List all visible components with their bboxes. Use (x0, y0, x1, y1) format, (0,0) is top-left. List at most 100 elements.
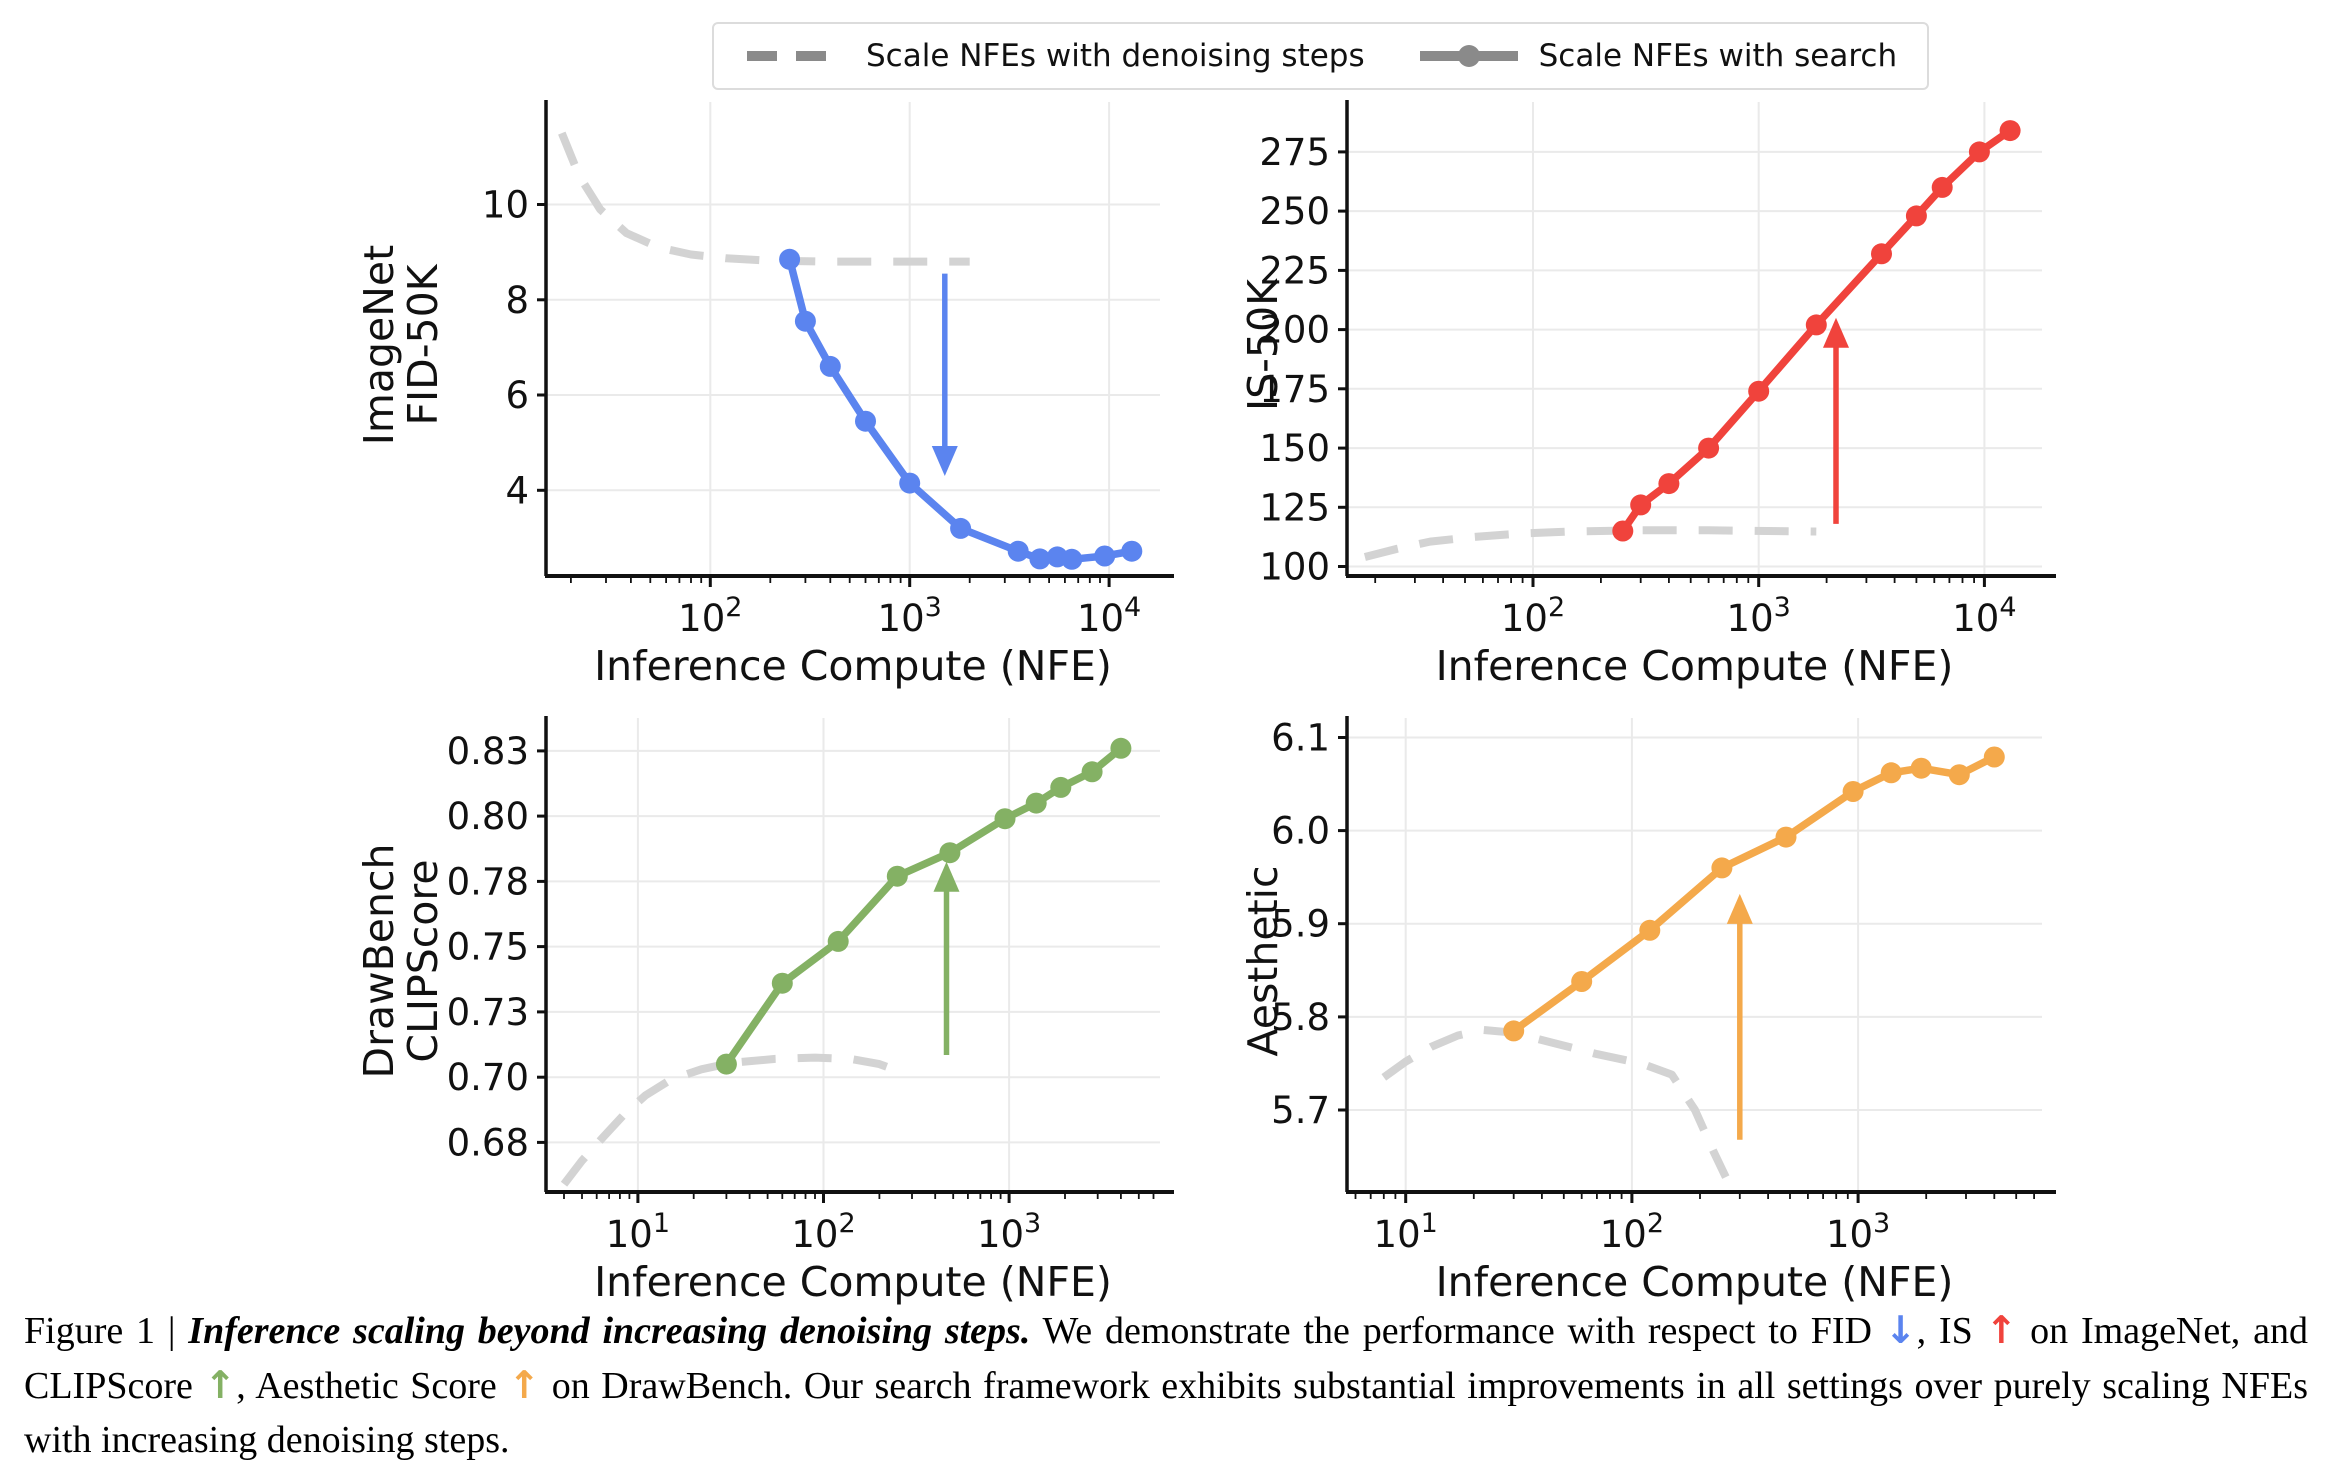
data-point-marker (715, 1053, 737, 1075)
caption-text: We demonstrate the performance with resp… (1030, 1310, 1885, 1352)
improvement-arrow-head (933, 861, 960, 892)
caption-title: Inference scaling beyond increasing deno… (188, 1310, 1031, 1352)
legend-entry-denoising-steps: Scale NFEs with denoising steps (744, 38, 1365, 74)
caption-figure-label: Figure 1 | (24, 1310, 189, 1352)
y-tick-label: 200 (1259, 309, 1330, 352)
x-tick-label: 101 (606, 1208, 670, 1256)
data-point-marker (1658, 473, 1680, 495)
x-tick-label: 104 (1077, 592, 1141, 640)
data-point-marker (1805, 314, 1827, 336)
y-tick-label: 0.75 (447, 926, 529, 969)
y-tick-label: 150 (1259, 427, 1330, 470)
chart-drawbench-aesthetic: 5.7 5.8 5.9 6.0 6.1 101 102 103 Inference Comput… (1212, 702, 2072, 1307)
data-point-marker (1094, 545, 1116, 567)
y-tick-label: 275 (1259, 131, 1330, 174)
x-tick-label: 103 (977, 1208, 1041, 1256)
y-axis-label: Aesthetic (1239, 865, 1287, 1056)
y-tick-label: 175 (1259, 368, 1330, 411)
x-tick-label: 101 (1374, 1208, 1438, 1256)
aesthetic-up-arrow-icon: ↑ (508, 1362, 541, 1407)
data-point-marker (771, 972, 793, 994)
data-point-marker (939, 842, 961, 864)
caption-text: , Aesthetic Score (236, 1364, 509, 1407)
data-point-marker (1061, 548, 1083, 570)
y-tick-label: 6.1 (1271, 717, 1330, 760)
legend-entry-search: Scale NFEs with search (1417, 38, 1897, 74)
clipscore-up-arrow-icon: ↑ (204, 1362, 237, 1407)
y-tick-label: 5.8 (1271, 996, 1330, 1039)
fid-down-arrow-icon: ↓ (1884, 1308, 1917, 1352)
plot-legend: Scale NFEs with denoising steps Scale NF… (712, 22, 1930, 90)
data-point-marker (1110, 737, 1132, 759)
y-tick-label: 100 (1259, 546, 1330, 589)
is-up-arrow-icon: ↑ (1985, 1308, 2018, 1352)
x-tick-label: 104 (1952, 592, 2016, 640)
data-point-marker (1050, 776, 1072, 798)
data-point-marker (1948, 764, 1970, 786)
x-axis-label: Inference Compute (NFE) (594, 642, 1112, 690)
y-tick-label: 0.80 (447, 795, 529, 838)
data-point-marker (1983, 746, 2005, 768)
legend-label-denoising-steps: Scale NFEs with denoising steps (866, 38, 1365, 74)
y-tick-label: 0.68 (447, 1121, 529, 1164)
improvement-arrow-head (1823, 317, 1849, 348)
data-point-marker (886, 865, 908, 887)
chart-imagenet-is: 100 125 150 175 200 225 250 275 102 103 104 Inferen… (1212, 86, 2072, 691)
improvement-arrow-head (931, 446, 958, 476)
data-point-marker (827, 930, 849, 952)
x-tick-label: 102 (678, 592, 742, 640)
data-point-marker (1842, 781, 1864, 802)
data-point-marker (1081, 761, 1103, 783)
y-tick-label: 0.78 (447, 860, 529, 903)
y-tick-label: 0.70 (447, 1056, 529, 1099)
y-tick-label: 6 (505, 374, 529, 417)
data-point-marker (1121, 540, 1143, 562)
x-tick-label: 103 (878, 592, 942, 640)
data-point-marker (855, 410, 876, 432)
data-point-marker (1711, 857, 1733, 879)
legend-label-search: Scale NFEs with search (1538, 38, 1898, 74)
x-tick-label: 103 (1727, 592, 1791, 640)
data-point-marker (1503, 1020, 1525, 1042)
search-curve (785, 255, 1136, 564)
caption-text: on ImageNet, and CLIPScore (24, 1310, 2308, 1407)
data-point-marker (1007, 540, 1029, 562)
y-tick-label: 125 (1259, 486, 1330, 529)
caption-text: on DrawBench. Our search framework exhib… (24, 1364, 2308, 1461)
y-tick-label: 0.73 (447, 991, 529, 1034)
plot-svg: 0.68 0.70 0.73 0.75 0.78 0.80 0.83 101 102 103Inf… (355, 716, 1174, 1306)
data-point-marker (819, 355, 841, 377)
data-point-marker (1968, 141, 1990, 163)
data-point-marker (779, 248, 801, 270)
solid-line-marker-icon (1419, 45, 1518, 67)
x-axis-label: Inference Compute (NFE) (1436, 1258, 1954, 1306)
data-point-marker (994, 808, 1016, 830)
caption-text: , IS (1916, 1310, 1986, 1352)
data-point-marker (1880, 762, 1902, 784)
data-point-marker (1905, 205, 1927, 227)
y-tick-label: 0.83 (447, 730, 529, 773)
y-tick-label: 6.0 (1271, 810, 1330, 853)
search-curve (1509, 753, 1999, 1035)
x-tick-label: 102 (791, 1208, 855, 1256)
denoising-steps-curve (1363, 526, 1817, 561)
y-tick-label: 250 (1259, 190, 1330, 233)
y-tick-label: 4 (505, 469, 529, 512)
y-tick-label: 225 (1259, 249, 1330, 292)
data-point-marker (1698, 437, 1720, 459)
figure-caption: Figure 1 | Inference scaling beyond incr… (24, 1304, 2308, 1468)
improvement-arrow-head (1726, 893, 1753, 924)
x-axis-label: Inference Compute (NFE) (1436, 642, 1954, 690)
data-point-marker (899, 472, 921, 494)
dashed-line-icon (747, 51, 845, 61)
search-curve (722, 744, 1125, 1068)
data-point-marker (1748, 380, 1770, 402)
data-point-marker (1612, 520, 1634, 542)
y-axis-label: ImageNetFID-50K (355, 245, 447, 445)
y-tick-label: 10 (482, 184, 529, 227)
chart-imagenet-fid: 4 6 8 10 102 103 104 Inference Compute (NFE) Ima… (330, 86, 1190, 691)
data-point-marker (1871, 243, 1892, 265)
